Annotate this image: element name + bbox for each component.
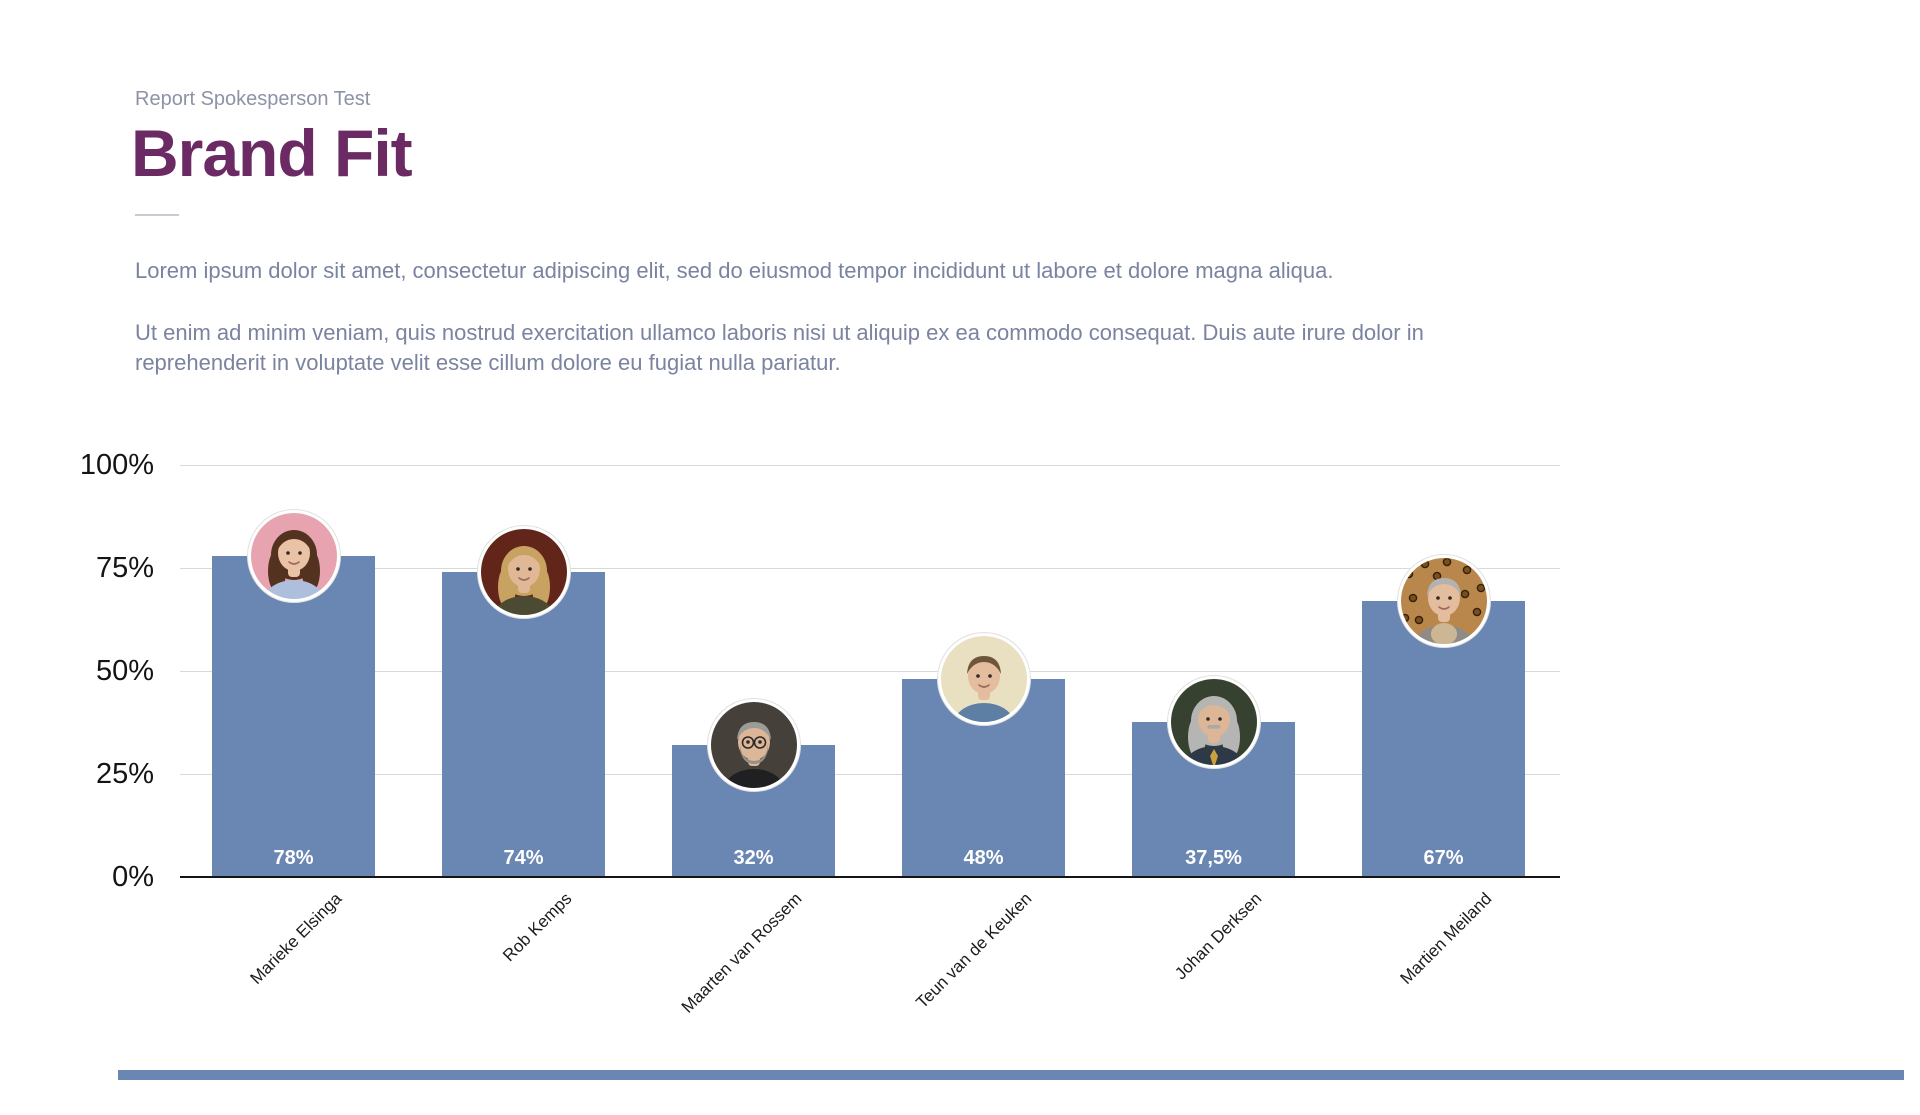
bar-value-teun-van-de-keuken: 48% [963,847,1004,869]
bar-value-maarten-van-rossem: 32% [733,847,774,869]
y-axis-tick-0%: 0% [112,861,154,893]
avatar-martien-meiland [1396,554,1491,648]
x-axis-label-teun-van-de-keuken: Teun van de Keuken [911,889,1035,1013]
avatar-maarten-van-rossem [706,698,801,792]
x-axis-line [180,876,1560,878]
x-axis-label-martien-meiland: Martien Meiland [1395,889,1495,988]
bar-value-martien-meiland: 67% [1423,847,1464,869]
gridline-75% [180,568,1560,569]
avatar-johan-derksen [1166,675,1261,769]
report-header: Report Spokesperson Test Brand Fit [131,88,413,217]
bar-value-johan-derksen: 37,5% [1185,847,1242,869]
bar-value-marieke-elsinga: 78% [273,847,314,869]
intro-paragraph-1: Lorem ipsum dolor sit amet, consectetur … [135,258,1334,283]
x-axis-label-rob-kemps: Rob Kemps [498,889,575,966]
intro-paragraph-2: Ut enim ad minim veniam, quis nostrud ex… [135,320,1424,375]
report-eyebrow: Report Spokesperson Test [135,88,371,110]
bar-value-rob-kemps: 74% [503,847,544,869]
x-axis-label-marieke-elsinga: Marieke Elsinga [245,889,345,988]
avatar-rob-kemps [476,525,571,619]
bar-marieke-elsinga: 78% [212,556,375,877]
bar-rob-kemps: 74% [442,572,605,877]
page-title: Brand Fit [131,116,413,190]
y-axis-tick-100%: 100% [79,449,154,481]
x-axis-label-johan-derksen: Johan Derksen [1170,889,1265,984]
y-axis-tick-50%: 50% [95,655,154,687]
y-axis-tick-25%: 25% [95,758,154,790]
footer-accent-bar [118,1070,1904,1080]
gridline-50% [180,671,1560,672]
y-axis-tick-75%: 75% [95,552,154,584]
gridline-100% [180,465,1560,466]
avatar-marieke-elsinga [246,509,341,603]
intro-text: Lorem ipsum dolor sit amet, consectetur … [135,256,1500,378]
avatar-teun-van-de-keuken [936,632,1031,726]
title-divider [135,214,179,217]
brand-fit-bar-chart: 100% 75% 50% 25% 0% 78% Marieke Elsinga 74% Rob … [80,449,1560,1017]
gridline-25% [180,774,1560,775]
bar-johan-derksen: 37,5% [1132,722,1295,877]
x-axis-label-maarten-van-rossem: Maarten van Rossem [677,889,805,1017]
